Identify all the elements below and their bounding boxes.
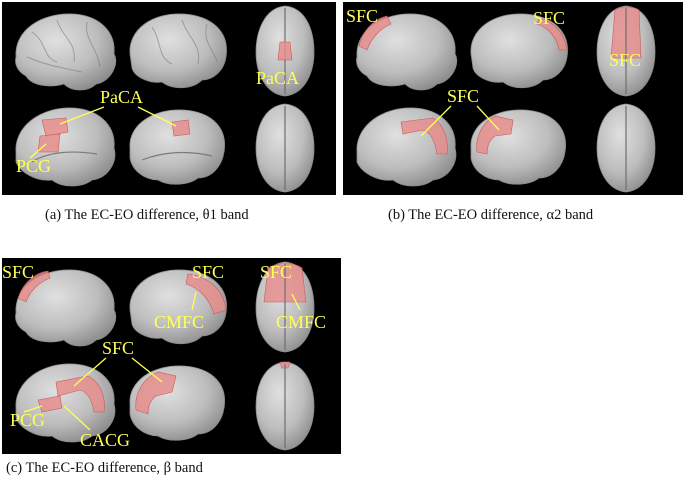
region-sfc-right — [536, 17, 568, 51]
leader-sfc-left — [420, 105, 452, 137]
label-pcg: PCG — [16, 156, 51, 176]
region-sfc-medial-right — [135, 371, 177, 415]
brain-medial-left — [15, 363, 116, 443]
label-sfc-mid: SFC — [102, 338, 134, 358]
brain-bottom-view — [255, 103, 315, 193]
brain-lateral-left — [356, 13, 458, 91]
brain-medial-right — [470, 109, 567, 185]
label-cacg: CACG — [80, 430, 130, 450]
brain-medial-right — [129, 365, 226, 441]
leader-paca-left — [59, 106, 105, 125]
label-sfc-top: SFC — [609, 50, 641, 70]
region-sfc-medial-left — [55, 375, 105, 413]
label-sfc-left: SFC — [2, 262, 34, 282]
leader-sfc-right — [476, 105, 500, 131]
brain-top-view — [255, 5, 315, 97]
brain-medial-right — [129, 109, 226, 185]
brain-lateral-left — [15, 13, 117, 91]
label-sfc-right: SFC — [192, 262, 224, 282]
region-paca-right — [171, 119, 191, 137]
leader-cacg — [63, 405, 91, 431]
brain-lateral-right — [129, 269, 227, 345]
leader-cmfc-top — [291, 293, 301, 311]
region-sfc-medial-right — [476, 115, 514, 155]
region-paca-top — [277, 41, 293, 61]
panel-a: PaCA PaCA PCG — [2, 2, 336, 195]
brain-medial-left — [356, 107, 457, 187]
leader-paca-right — [137, 106, 177, 127]
label-cmfc-top: CMFC — [276, 312, 326, 332]
leader-pcg — [29, 143, 47, 159]
caption-b: (b) The EC-EO difference, α2 band — [388, 207, 594, 223]
label-paca-top: PaCA — [256, 68, 299, 88]
brain-top-view — [255, 261, 315, 353]
leader-pcg — [23, 405, 43, 413]
brain-lateral-left — [15, 269, 117, 347]
panel-c: SFC SFC CMFC SFC CMFC SFC PCG CACG — [2, 258, 341, 454]
label-paca-mid: PaCA — [100, 87, 143, 107]
caption-c: (c) The EC-EO difference, β band — [6, 460, 203, 476]
panel-b: SFC SFC SFC SFC — [343, 2, 683, 195]
label-pcg: PCG — [10, 410, 45, 430]
region-paca-left — [41, 117, 69, 137]
label-sfc-right: SFC — [533, 8, 565, 28]
label-sfc-top: SFC — [260, 262, 292, 282]
brain-bottom-view — [596, 103, 656, 193]
brain-medial-left — [15, 107, 116, 187]
brain-lateral-right — [129, 13, 227, 89]
region-sfc-left — [17, 270, 51, 303]
region-pcg-left — [37, 133, 61, 153]
leader-sfc-left — [73, 357, 107, 387]
region-sfc-left — [358, 15, 392, 51]
label-cmfc-lateral: CMFC — [154, 312, 204, 332]
region-cacg-left — [37, 395, 63, 413]
brain-bottom-view — [255, 361, 315, 451]
leader-sfc-right — [131, 357, 163, 383]
brain-top-view — [596, 5, 656, 97]
caption-a: (a) The EC-EO difference, θ1 band — [45, 207, 249, 223]
label-sfc-mid: SFC — [447, 86, 479, 106]
label-sfc-left: SFC — [346, 6, 378, 26]
leader-cmfc-lateral — [191, 291, 197, 311]
brain-lateral-right — [470, 13, 568, 89]
region-sfc-cmfc-right — [185, 273, 227, 315]
